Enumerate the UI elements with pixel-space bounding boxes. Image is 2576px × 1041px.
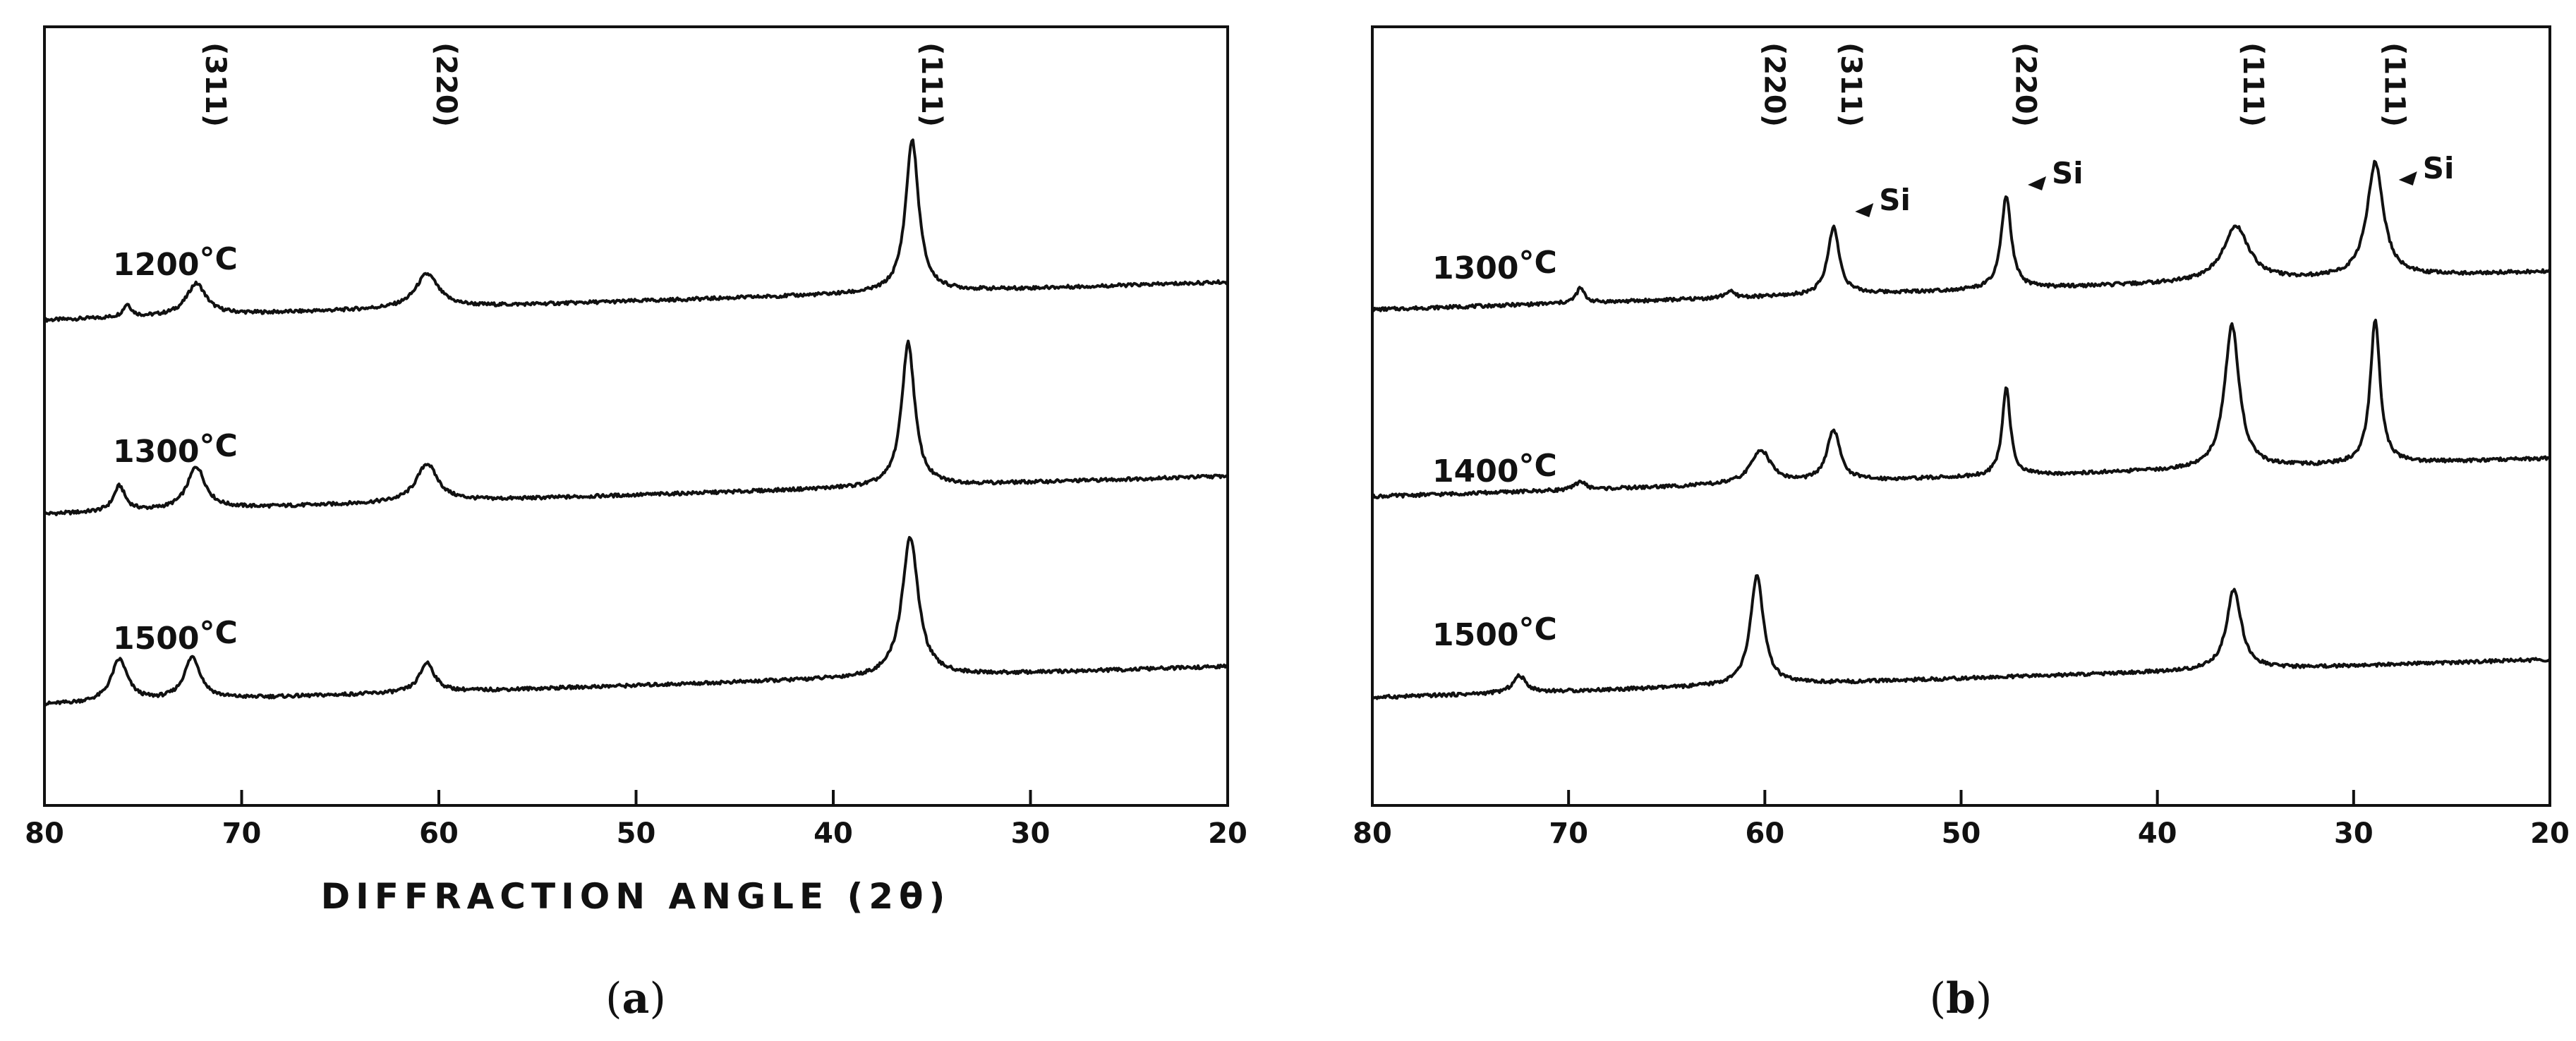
x-tick-label: 20 bbox=[1208, 817, 1247, 850]
series-label: 1200°C bbox=[113, 241, 238, 283]
series-label-unit: °C bbox=[1518, 245, 1556, 281]
series-label: 1400°C bbox=[1432, 448, 1557, 489]
x-tick-label: 70 bbox=[222, 817, 262, 850]
panel-a-frame bbox=[43, 25, 1229, 807]
x-tick-label: 50 bbox=[617, 817, 656, 850]
series-label: 1500°C bbox=[1432, 611, 1557, 653]
series-line bbox=[44, 535, 1229, 707]
series-label-unit: °C bbox=[1518, 448, 1556, 484]
peak-label: (111) bbox=[2237, 42, 2269, 127]
panel-a-x-axis-label: DIFFRACTION ANGLE (2θ) bbox=[321, 876, 951, 917]
series-line bbox=[1371, 318, 2551, 499]
si-marker-label: Si bbox=[2052, 156, 2084, 190]
panel-a-x-axis: 80 70 60 50 40 30 20 bbox=[25, 790, 1247, 850]
x-tick-label: 60 bbox=[1745, 817, 1784, 850]
si-marker-label: Si bbox=[2423, 151, 2455, 185]
x-tick-label: 70 bbox=[1549, 817, 1588, 850]
x-tick-label: 80 bbox=[1353, 817, 1392, 850]
series-label-value: 1500 bbox=[1432, 617, 1518, 653]
panel-b-peak-labels: (220) (311) (220) (111) (111) bbox=[1758, 42, 2410, 127]
series-label-value: 1300 bbox=[113, 434, 199, 470]
x-tick-label: 20 bbox=[2530, 817, 2570, 850]
si-arrow-icon bbox=[1855, 203, 1874, 217]
panel-a: 80 70 60 50 40 30 20 (311) (220) (111) 1200°C130… bbox=[25, 25, 1247, 1023]
peak-label: (220) bbox=[2009, 42, 2041, 127]
series-line bbox=[1371, 574, 2551, 700]
series-label-unit: °C bbox=[199, 241, 237, 277]
si-arrow-icon bbox=[2398, 171, 2417, 185]
panel-b: 80 70 60 50 40 30 20 (220) (311) (220) (111) (111)… bbox=[1353, 25, 2570, 1023]
x-tick-label: 80 bbox=[25, 817, 64, 850]
x-tick-label: 30 bbox=[1011, 817, 1051, 850]
peak-label: (220) bbox=[1758, 42, 1790, 127]
series-label-value: 1300 bbox=[1432, 250, 1518, 286]
series-label: 1500°C bbox=[113, 615, 238, 657]
series-line bbox=[43, 339, 1229, 516]
series-label-value: 1500 bbox=[113, 621, 199, 657]
series-line bbox=[43, 138, 1229, 323]
series-label: 1300°C bbox=[113, 428, 238, 470]
peak-label: (311) bbox=[1834, 42, 1867, 127]
series-label-unit: °C bbox=[1518, 611, 1556, 647]
peak-label: (111) bbox=[915, 42, 948, 127]
x-tick-label: 40 bbox=[814, 817, 853, 850]
x-tick-label: 40 bbox=[2138, 817, 2177, 850]
x-tick-label: 50 bbox=[1942, 817, 1981, 850]
x-tick-label: 30 bbox=[2334, 817, 2374, 850]
series-label-value: 1200 bbox=[113, 247, 199, 283]
si-arrow-icon bbox=[2028, 176, 2047, 190]
series-label: 1300°C bbox=[1432, 245, 1557, 286]
si-marker-label: Si bbox=[1879, 183, 1911, 217]
series-label-value: 1400 bbox=[1432, 453, 1518, 489]
panel-b-caption-letter: b bbox=[1946, 974, 1976, 1023]
series-line bbox=[1372, 159, 2551, 312]
series-label-unit: °C bbox=[199, 428, 237, 464]
panel-a-caption: (a) bbox=[605, 974, 666, 1023]
panel-a-caption-letter: a bbox=[622, 974, 650, 1023]
peak-label: (111) bbox=[2378, 42, 2410, 127]
peak-label: (220) bbox=[430, 42, 462, 127]
panel-b-x-axis: 80 70 60 50 40 30 20 bbox=[1353, 790, 2570, 850]
peak-label: (311) bbox=[199, 42, 231, 127]
series-label-unit: °C bbox=[199, 615, 237, 651]
panel-b-caption: (b) bbox=[1930, 974, 1993, 1023]
x-tick-label: 60 bbox=[419, 817, 459, 850]
panel-a-peak-labels: (311) (220) (111) bbox=[199, 42, 948, 127]
